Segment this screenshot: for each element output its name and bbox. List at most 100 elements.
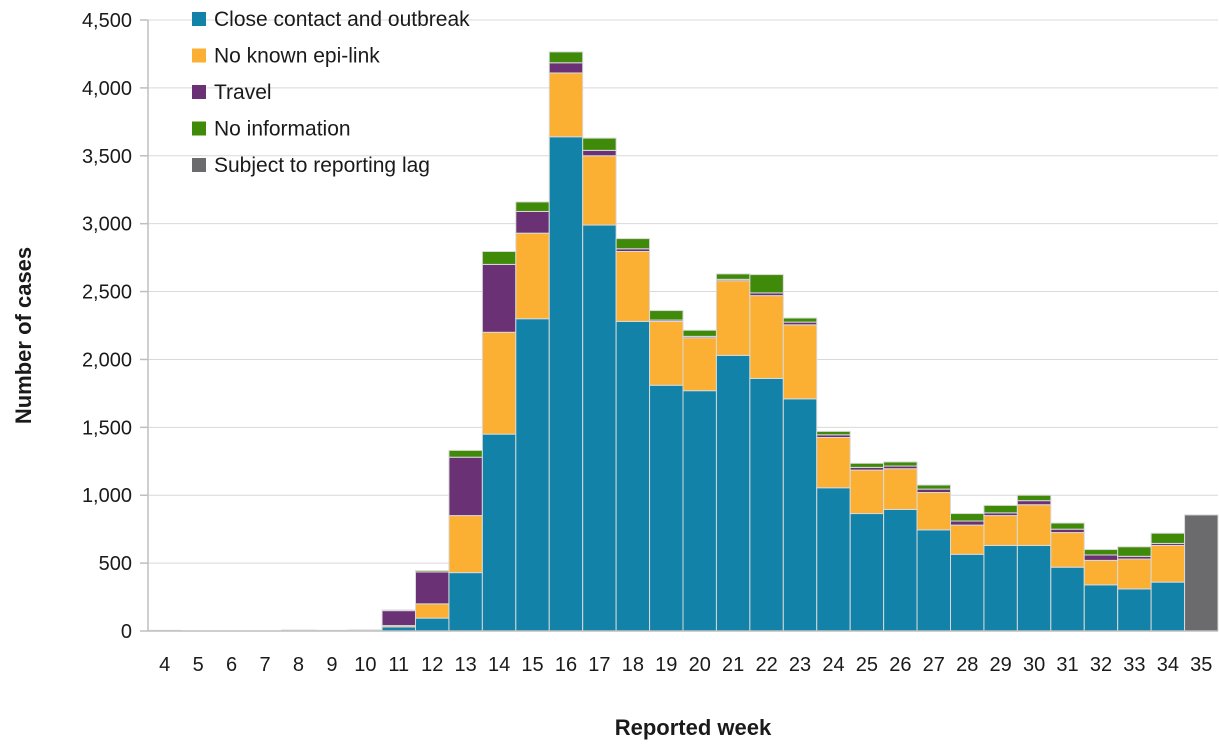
x-tick-label: 33: [1123, 654, 1145, 676]
bar-segment-no-known-epi-link: [849, 469, 885, 515]
y-axis-title: Number of cases: [11, 247, 36, 424]
bar-segment-no-information: [983, 504, 1018, 514]
bar-week-12: [415, 570, 450, 632]
bar-week-26: [883, 461, 918, 632]
bar-week-20: [682, 329, 717, 632]
bar-week-35: [1184, 514, 1219, 632]
bar-segment-no-information: [749, 274, 784, 294]
y-tick-label: 1,000: [82, 485, 132, 507]
bar-segment-no-information: [515, 201, 550, 212]
legend-item: No information: [192, 118, 351, 141]
legend-swatch: [192, 85, 206, 99]
bars: [147, 51, 1219, 632]
bar-week-19: [649, 310, 684, 632]
bar-segment-no-information: [381, 609, 416, 612]
x-tick-label: 22: [755, 654, 777, 676]
bar-segment-travel: [381, 610, 416, 627]
bar-segment-close-contact-and-outbreak: [1016, 544, 1052, 632]
bar-segment-no-information: [649, 310, 684, 321]
axes: 0 500 1,000 1,500 2,000 2,500 3,000 3,500 4,000 4…: [82, 10, 1218, 676]
legend-label: Travel: [214, 81, 272, 104]
x-tick-label: 12: [421, 654, 443, 676]
legend-item: Close contact and outbreak: [192, 8, 470, 31]
bar-week-13: [448, 449, 483, 632]
x-tick-label: 11: [388, 654, 409, 676]
legend-swatch: [192, 48, 206, 63]
bar-segment-no-information: [548, 51, 584, 64]
legend-item: No known epi-link: [192, 45, 380, 68]
bar-segment-close-contact-and-outbreak: [749, 377, 784, 632]
bar-week-17: [582, 137, 617, 632]
bar-segment-travel: [415, 571, 450, 605]
bar-segment-no-known-epi-link: [415, 603, 450, 619]
bar-segment-no-known-epi-link: [1050, 532, 1085, 568]
x-tick-label: 34: [1157, 654, 1179, 676]
x-tick-label: 17: [588, 654, 610, 676]
bar-segment-close-contact-and-outbreak: [816, 487, 851, 632]
y-tick-label: 3,500: [82, 146, 132, 168]
bar-segment-travel: [1050, 528, 1085, 534]
bar-segment-no-known-epi-link: [1117, 558, 1152, 590]
legend-label: No known epi-link: [214, 45, 380, 68]
bar-segment-travel: [515, 210, 550, 234]
x-tick-label: 18: [622, 654, 644, 676]
bar-week-33: [1117, 546, 1152, 632]
bar-week-21: [715, 273, 751, 632]
x-tick-label: 5: [193, 654, 204, 676]
legend-label: No information: [214, 118, 351, 141]
y-tick-label: 4,500: [82, 10, 132, 32]
bar-segment-close-contact-and-outbreak: [1150, 581, 1186, 632]
x-tick-label: 6: [226, 654, 237, 676]
x-tick-label: 28: [956, 654, 978, 676]
bar-segment-close-contact-and-outbreak: [983, 544, 1018, 632]
y-tick-label: 3,000: [82, 214, 132, 236]
bar-segment-close-contact-and-outbreak: [615, 320, 651, 632]
legend-swatch: [192, 158, 206, 172]
legend: Close contact and outbreak No known epi-l…: [192, 8, 470, 177]
x-tick-label: 32: [1090, 654, 1112, 676]
bar-segment-travel: [1016, 500, 1052, 506]
y-tick-label: 4,000: [82, 78, 132, 100]
bar-segment-close-contact-and-outbreak: [883, 508, 918, 632]
bar-segment-no-information: [816, 430, 851, 436]
bar-week-34: [1150, 532, 1186, 632]
x-tick-label: 16: [555, 654, 577, 676]
x-tick-label: 8: [293, 654, 304, 676]
bar-segment-no-information: [1016, 494, 1052, 502]
bar-segment-no-known-epi-link: [715, 280, 751, 356]
bar-segment-travel: [448, 456, 483, 517]
bar-week-23: [782, 317, 818, 632]
bar-segment-close-contact-and-outbreak: [548, 136, 584, 632]
bar-segment-close-contact-and-outbreak: [582, 224, 617, 632]
x-tick-label: 7: [259, 654, 270, 676]
bar-segment-close-contact-and-outbreak: [481, 433, 517, 632]
bar-segment-close-contact-and-outbreak: [1050, 566, 1085, 632]
bar-week-28: [950, 513, 985, 632]
x-axis-title: Reported week: [615, 715, 772, 740]
bar-segment-no-known-epi-link: [582, 155, 617, 226]
bar-segment-no-known-epi-link: [782, 324, 818, 400]
x-tick-label: 29: [990, 654, 1012, 676]
bar-segment-no-known-epi-link: [916, 492, 951, 531]
x-tick-label: 4: [159, 654, 170, 676]
bar-segment-no-known-epi-link: [649, 320, 684, 386]
x-tick-label: 19: [655, 654, 677, 676]
bar-segment-close-contact-and-outbreak: [715, 354, 751, 632]
bar-segment-no-information: [1117, 546, 1152, 557]
legend-item: Subject to reporting lag: [192, 154, 430, 177]
bar-week-31: [1050, 522, 1085, 632]
x-tick-label: 14: [488, 654, 510, 676]
x-tick-label: 31: [1056, 654, 1078, 676]
x-tick-label: 21: [722, 654, 744, 676]
bar-segment-no-known-epi-link: [615, 251, 651, 322]
x-tick-label: 27: [923, 654, 945, 676]
bar-segment-travel: [582, 149, 617, 157]
bar-segment-subject-to-reporting-lag: [1184, 514, 1219, 632]
bar-segment-close-contact-and-outbreak: [782, 398, 818, 632]
bar-segment-no-known-epi-link: [883, 468, 918, 510]
bar-segment-close-contact-and-outbreak: [649, 384, 684, 632]
bar-segment-travel: [1083, 554, 1119, 561]
bar-segment-no-known-epi-link: [1083, 559, 1119, 586]
